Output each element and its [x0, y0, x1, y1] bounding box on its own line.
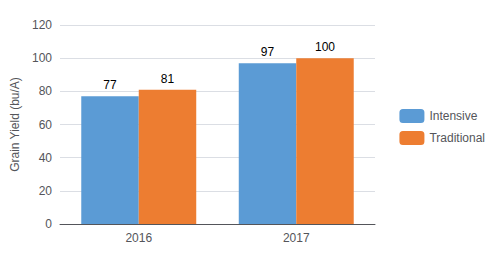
svg-text:Traditional: Traditional	[429, 131, 485, 145]
svg-text:100: 100	[32, 51, 52, 65]
svg-text:40: 40	[39, 151, 53, 165]
svg-text:97: 97	[261, 45, 275, 59]
svg-text:81: 81	[161, 72, 175, 86]
svg-text:Intensive: Intensive	[429, 109, 477, 123]
svg-text:0: 0	[45, 217, 52, 231]
svg-text:100: 100	[315, 40, 335, 54]
svg-text:77: 77	[103, 78, 117, 92]
svg-text:Grain Yield (bu/A): Grain Yield (bu/A)	[8, 77, 22, 172]
svg-text:80: 80	[39, 84, 53, 98]
svg-text:120: 120	[32, 18, 52, 32]
svg-text:60: 60	[39, 118, 53, 132]
svg-text:2016: 2016	[125, 231, 152, 245]
svg-text:2017: 2017	[283, 231, 310, 245]
svg-text:20: 20	[39, 184, 53, 198]
